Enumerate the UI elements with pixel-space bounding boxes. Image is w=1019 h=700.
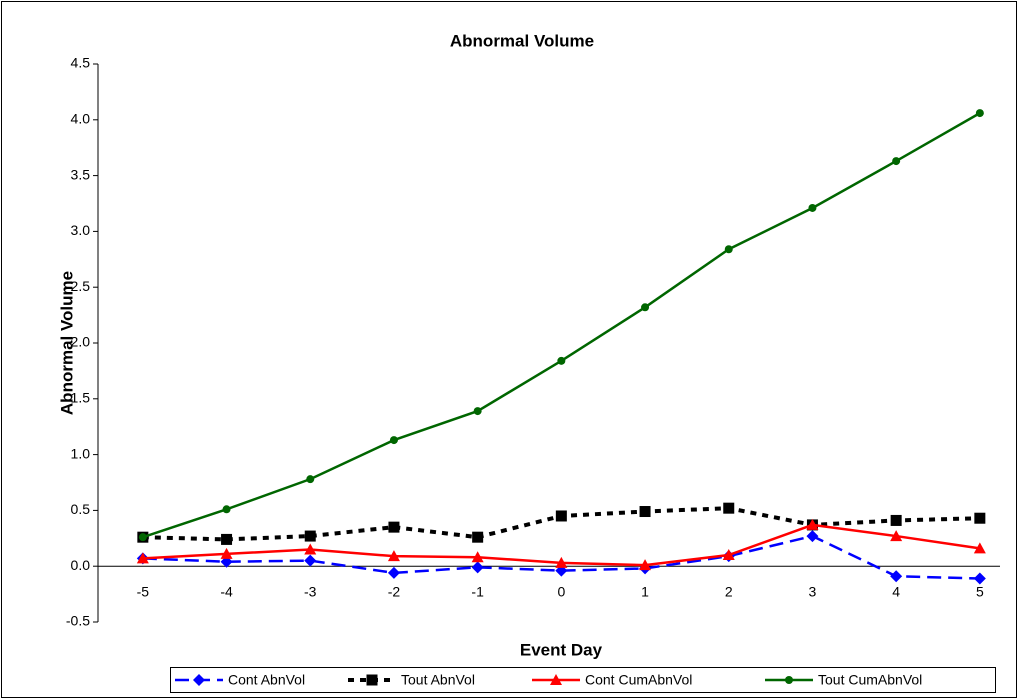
y-tick-label: 3.0 [71,222,91,238]
marker [387,566,400,579]
marker [557,356,566,365]
marker [808,203,817,212]
x-tick-label: -4 [220,584,233,600]
legend-label: Tout CumAbnVol [818,672,922,688]
marker [550,674,562,685]
y-tick-label: 4.5 [71,55,91,71]
marker [973,542,986,554]
marker [974,512,986,524]
y-tick-label: 0.5 [71,501,91,517]
marker [304,530,316,542]
marker [722,549,735,561]
legend-label: Cont AbnVol [228,672,305,688]
y-tick-label: 3.5 [71,166,91,182]
y-tick-label: 0.0 [71,557,91,573]
marker [306,475,315,484]
marker [473,407,482,416]
marker [389,436,398,445]
marker [890,514,902,526]
x-tick-label: 4 [892,584,900,600]
marker [221,533,233,545]
legend-box [170,667,996,693]
marker [388,521,400,533]
x-tick-label: 3 [809,584,817,600]
marker [890,530,903,542]
marker [136,552,149,564]
x-tick-label: 0 [557,584,565,600]
marker [387,550,400,562]
x-tick-label: -3 [304,584,317,600]
marker [892,157,901,166]
marker [471,561,484,574]
y-tick-label: 4.0 [71,111,91,127]
legend-label: Cont CumAbnVol [585,672,692,688]
marker [555,510,567,522]
marker [975,109,984,118]
marker [471,551,484,563]
marker [639,506,651,518]
y-tick-label: 2.0 [71,334,91,350]
marker [304,543,317,555]
marker [639,559,652,571]
marker [193,674,205,686]
x-tick-label: -5 [137,584,150,600]
series-line [142,534,980,580]
y-tick-label: -0.5 [66,613,90,629]
marker [724,245,733,254]
marker [890,570,903,583]
marker [785,676,793,684]
x-tick-label: 1 [641,584,649,600]
y-tick-label: 2.5 [71,278,91,294]
y-tick-label: 1.0 [71,445,91,461]
marker [555,556,568,568]
chart-title: Abnormal Volume [450,31,594,50]
marker [220,547,233,559]
x-tick-label: 2 [725,584,733,600]
legend-label: Tout AbnVol [401,672,475,688]
x-tick-label: 5 [976,584,984,600]
marker [973,572,986,585]
y-axis-label: Abnormal Volume [57,271,76,415]
marker [138,533,147,542]
marker [806,530,819,543]
marker [723,502,735,514]
marker [641,303,650,312]
marker [222,505,231,514]
marker [472,531,484,543]
y-tick-label: 1.5 [71,390,91,406]
x-axis-label: Event Day [520,640,603,659]
x-tick-label: -1 [471,584,484,600]
marker [366,674,378,686]
marker [806,518,819,530]
x-tick-label: -2 [388,584,401,600]
marker [304,554,317,567]
